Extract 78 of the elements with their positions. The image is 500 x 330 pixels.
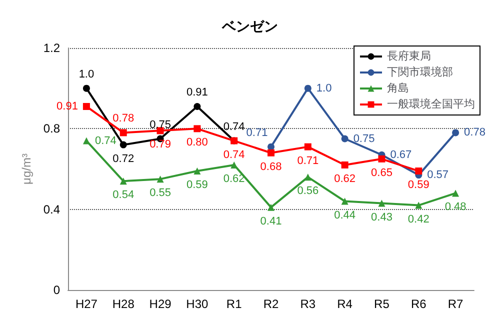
x-tick-label: R6 <box>410 297 427 311</box>
data-label: 0.65 <box>371 166 392 179</box>
legend-label: 下関市環境部 <box>387 66 453 78</box>
x-tick-label: R2 <box>263 297 279 311</box>
y-tick-label: 0.8 <box>43 122 60 136</box>
legend-label: 長府東局 <box>387 50 431 62</box>
point <box>194 102 201 110</box>
data-label: 0.68 <box>260 160 282 173</box>
point <box>120 178 127 185</box>
data-label: 0.74 <box>223 148 245 161</box>
data-label: 0.91 <box>186 86 208 98</box>
point <box>304 143 312 150</box>
x-tick-label: R4 <box>337 297 353 311</box>
point <box>268 204 274 211</box>
point <box>230 161 238 168</box>
chart-title: ベンゼン <box>221 18 278 34</box>
x-tick-label: H28 <box>112 297 135 311</box>
x-tick-label: H30 <box>186 297 209 311</box>
y-tick-label: 0.4 <box>43 202 60 216</box>
data-label: 0.74 <box>94 134 116 147</box>
point <box>268 143 274 150</box>
point <box>82 137 90 144</box>
data-label: 0.43 <box>371 211 392 224</box>
data-label: 0.59 <box>186 179 208 192</box>
point <box>378 155 386 162</box>
x-tick-label: H29 <box>149 297 172 311</box>
point <box>120 141 127 148</box>
data-label: 0.57 <box>427 169 449 182</box>
data-label: 0.54 <box>112 189 134 202</box>
point <box>415 202 422 209</box>
point <box>341 135 348 142</box>
data-label: 0.91 <box>56 100 78 112</box>
x-tick-label: R3 <box>300 297 316 311</box>
data-label: 0.59 <box>408 179 430 192</box>
point <box>415 168 422 175</box>
x-tick-label: H27 <box>75 297 98 311</box>
data-label: 1.0 <box>78 68 94 80</box>
x-tick-label: R7 <box>448 297 464 311</box>
point <box>120 129 127 136</box>
data-label: 0.55 <box>150 187 171 200</box>
data-label: 0.71 <box>297 154 319 167</box>
point <box>156 176 164 183</box>
y-axis-title: μg/m³ <box>19 154 34 184</box>
point <box>304 174 312 181</box>
data-label: 0.75 <box>150 118 171 131</box>
data-label: 0.74 <box>223 120 245 133</box>
data-label: 0.71 <box>246 126 268 139</box>
legend-label: 角島 <box>387 82 409 94</box>
point <box>82 84 90 92</box>
x-tick-label: R5 <box>374 297 390 311</box>
y-tick-label: 0 <box>53 283 60 297</box>
point <box>268 149 274 156</box>
data-label: 0.67 <box>390 148 412 161</box>
data-label: 0.72 <box>112 152 134 165</box>
data-label: 0.56 <box>297 185 319 198</box>
data-label: 0.62 <box>334 172 356 185</box>
data-label: 0.42 <box>408 213 430 226</box>
data-label: 0.80 <box>186 136 208 149</box>
data-label: 1.0 <box>316 82 332 94</box>
point <box>341 198 348 205</box>
point <box>378 200 386 207</box>
data-label: 0.48 <box>444 201 466 214</box>
data-label: 0.44 <box>334 209 356 222</box>
data-label: 0.41 <box>260 215 282 228</box>
point <box>452 190 460 197</box>
data-label: 0.78 <box>464 126 486 139</box>
data-label: 0.78 <box>112 112 134 125</box>
legend-label: 一般環境全国平均 <box>387 98 475 110</box>
point <box>341 161 348 168</box>
point <box>452 129 460 136</box>
x-tick-label: R1 <box>226 297 242 311</box>
point <box>304 84 312 92</box>
point <box>194 168 201 175</box>
data-label: 0.75 <box>353 132 375 145</box>
data-label: 0.79 <box>150 138 171 151</box>
point <box>194 125 201 132</box>
y-tick-label: 1.2 <box>43 41 60 55</box>
point <box>82 102 90 110</box>
